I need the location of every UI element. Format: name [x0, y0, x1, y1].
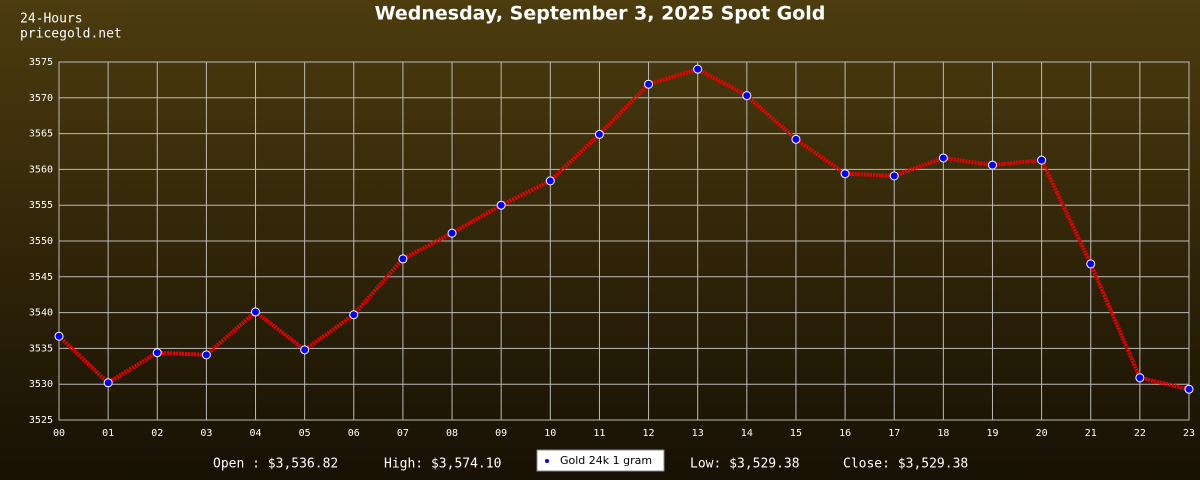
y-tick-label: 3530: [29, 379, 53, 390]
data-point: [987, 160, 997, 170]
x-tick-label: 04: [249, 428, 261, 439]
stat-label: Open : $3,536.82: [213, 457, 338, 472]
x-tick-label: 22: [1134, 428, 1146, 439]
y-tick-label: 3560: [29, 164, 53, 175]
chart-title: Wednesday, September 3, 2025 Spot Gold: [375, 3, 826, 25]
legend-label: Gold 24k 1 gram: [560, 454, 652, 467]
x-tick-label: 13: [692, 428, 704, 439]
data-point: [152, 348, 162, 358]
x-tick-label: 14: [741, 428, 753, 439]
data-point: [1086, 259, 1096, 269]
data-point: [693, 64, 703, 74]
legend-box: [536, 449, 665, 472]
stat-label: Low: $3,529.38: [690, 457, 800, 472]
x-tick-label: 19: [986, 428, 998, 439]
y-tick-label: 3545: [29, 272, 53, 283]
data-point: [398, 254, 408, 264]
data-point: [1135, 373, 1145, 383]
x-tick-label: 01: [102, 428, 114, 439]
data-point: [1184, 384, 1194, 394]
x-tick-label: 17: [888, 428, 900, 439]
data-point: [938, 153, 948, 163]
y-tick-label: 3570: [29, 93, 53, 104]
x-tick-label: 23: [1183, 428, 1195, 439]
x-tick-label: 05: [299, 428, 311, 439]
x-tick-label: 06: [348, 428, 360, 439]
x-tick-label: 00: [53, 428, 65, 439]
y-tick-label: 3555: [29, 200, 53, 211]
data-point: [545, 176, 555, 186]
y-tick-label: 3575: [29, 57, 53, 68]
x-tick-label: 02: [151, 428, 163, 439]
data-point: [349, 310, 359, 320]
header-line: pricegold.net: [20, 27, 122, 42]
x-tick-label: 08: [446, 428, 458, 439]
stat-label: High: $3,574.10: [384, 457, 501, 472]
data-point: [1037, 155, 1047, 165]
data-point: [103, 378, 113, 388]
data-point: [742, 91, 752, 101]
data-point: [496, 200, 506, 210]
data-point: [791, 134, 801, 144]
data-point: [201, 350, 211, 360]
x-tick-label: 16: [839, 428, 851, 439]
y-tick-label: 3550: [29, 236, 53, 247]
header-line: 24-Hours: [20, 12, 83, 27]
x-tick-label: 09: [495, 428, 507, 439]
x-tick-label: 03: [200, 428, 212, 439]
data-point: [54, 331, 64, 341]
x-tick-label: 18: [937, 428, 949, 439]
x-tick-label: 11: [593, 428, 605, 439]
data-point: [889, 171, 899, 181]
data-point: [447, 228, 457, 238]
y-tick-label: 3565: [29, 129, 53, 140]
data-point: [251, 307, 261, 317]
y-tick-label: 3535: [29, 343, 53, 354]
x-tick-label: 12: [643, 428, 655, 439]
stat-label: Close: $3,529.38: [843, 457, 968, 472]
data-point: [644, 79, 654, 89]
y-tick-label: 3525: [29, 415, 53, 426]
y-tick-label: 3540: [29, 308, 53, 319]
data-point: [594, 129, 604, 139]
series-line: [57, 67, 1190, 392]
x-tick-label: 21: [1085, 428, 1097, 439]
legend-marker: [545, 459, 549, 463]
x-tick-label: 15: [790, 428, 802, 439]
data-point: [840, 169, 850, 179]
x-tick-label: 07: [397, 428, 409, 439]
x-tick-label: 10: [544, 428, 556, 439]
data-point: [300, 345, 310, 355]
x-tick-label: 20: [1036, 428, 1048, 439]
